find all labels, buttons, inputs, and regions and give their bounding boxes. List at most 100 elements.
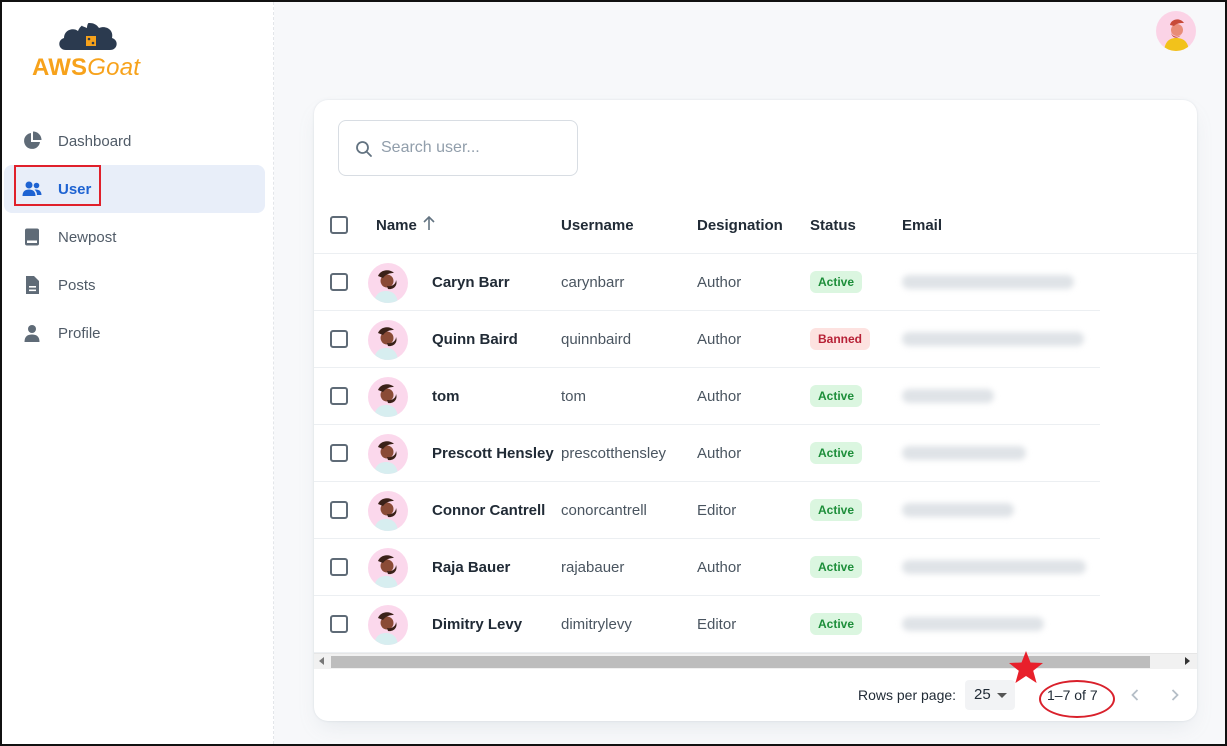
user-avatar <box>368 377 408 417</box>
sidebar-item-label: Dashboard <box>58 132 132 150</box>
avatar-illustration-icon <box>1164 19 1189 51</box>
account-avatar[interactable] <box>1156 11 1196 51</box>
user-avatar-illustration-icon <box>374 612 398 645</box>
search-input[interactable] <box>381 131 571 165</box>
users-icon <box>22 181 42 196</box>
sidebar-item-user[interactable]: User <box>4 165 265 213</box>
sort-ascending-icon[interactable] <box>422 215 436 231</box>
row-checkbox[interactable] <box>330 501 348 519</box>
table-row[interactable]: Caryn Barr carynbarr Author Active <box>314 254 1100 311</box>
rows-per-page-value: 25 <box>974 686 991 703</box>
row-checkbox[interactable] <box>330 615 348 633</box>
user-avatar <box>368 548 408 588</box>
status-badge: Active <box>810 442 863 464</box>
user-designation: Author <box>697 445 742 462</box>
user-avatar-illustration-icon <box>374 270 398 303</box>
table-row[interactable]: Quinn Baird quinnbaird Author Banned <box>314 311 1100 368</box>
column-header-status[interactable]: Status <box>810 217 856 234</box>
next-page-button[interactable] <box>1163 683 1187 707</box>
goat-cloud-icon <box>59 18 117 50</box>
user-username: conorcantrell <box>561 502 647 519</box>
sidebar: AWSGoat Dashboard User Newpost <box>2 2 274 744</box>
table-row[interactable]: tom tom Author Active <box>314 368 1100 425</box>
table-pagination: Rows per page: 25 1–7 of 7 <box>314 669 1197 721</box>
column-header-designation[interactable]: Designation <box>697 217 783 234</box>
status-badge: Active <box>810 499 863 521</box>
document-icon <box>26 276 39 294</box>
user-name: Prescott Hensley <box>432 445 554 462</box>
column-header-username[interactable]: Username <box>561 217 634 234</box>
users-card: Name Username Designation Status Email C… <box>314 100 1197 721</box>
row-checkbox[interactable] <box>330 273 348 291</box>
user-email-redacted <box>902 560 1086 574</box>
sidebar-item-profile[interactable]: Profile <box>4 309 265 357</box>
scrollbar-thumb[interactable] <box>331 656 1150 668</box>
sidebar-item-label: Posts <box>58 276 96 294</box>
status-badge: Banned <box>810 328 871 350</box>
user-designation: Author <box>697 559 742 576</box>
user-username: dimitrylevy <box>561 616 632 633</box>
user-name: tom <box>432 388 460 405</box>
sidebar-item-dashboard[interactable]: Dashboard <box>4 117 265 165</box>
previous-page-button[interactable] <box>1123 683 1147 707</box>
table-row[interactable]: Connor Cantrell conorcantrell Editor Active <box>314 482 1100 539</box>
column-header-email[interactable]: Email <box>902 217 943 234</box>
user-email-redacted <box>902 389 994 403</box>
user-designation: Author <box>697 331 742 348</box>
user-username: prescotthensley <box>561 445 667 462</box>
status-badge: Active <box>810 613 863 635</box>
user-email-redacted <box>902 503 1014 517</box>
column-header-name[interactable]: Name <box>376 217 417 234</box>
user-avatar <box>368 491 408 531</box>
scroll-right-icon[interactable] <box>1185 657 1190 665</box>
status-badge: Active <box>810 271 863 293</box>
user-username: quinnbaird <box>561 331 632 348</box>
table-row[interactable]: Dimitry Levy dimitrylevy Editor Active <box>314 596 1100 653</box>
logo-text-aws: AWS <box>32 54 88 81</box>
person-icon <box>24 325 40 342</box>
user-designation: Author <box>697 388 742 405</box>
user-email-redacted <box>902 275 1074 289</box>
user-email-redacted <box>902 332 1084 346</box>
caret-down-icon <box>997 693 1007 698</box>
chevron-left-icon <box>1131 689 1139 701</box>
user-email-redacted <box>902 446 1026 460</box>
sidebar-item-newpost[interactable]: Newpost <box>4 213 265 261</box>
user-avatar <box>368 263 408 303</box>
status-badge: Active <box>810 385 863 407</box>
row-checkbox[interactable] <box>330 444 348 462</box>
chevron-right-icon <box>1171 689 1179 701</box>
user-avatar-illustration-icon <box>374 327 398 360</box>
table-row[interactable]: Prescott Hensley prescotthensley Author Act… <box>314 425 1100 482</box>
search-box <box>338 120 578 176</box>
sidebar-item-label: Profile <box>58 324 101 342</box>
user-name: Caryn Barr <box>432 274 510 291</box>
user-avatar <box>368 434 408 474</box>
row-checkbox[interactable] <box>330 387 348 405</box>
rows-per-page-label: Rows per page: <box>858 687 957 703</box>
horizontal-scrollbar[interactable] <box>314 653 1197 669</box>
user-avatar-illustration-icon <box>374 498 398 531</box>
status-badge: Active <box>810 556 863 578</box>
sidebar-item-label: Newpost <box>58 228 117 246</box>
user-designation: Editor <box>697 502 737 519</box>
app-logo[interactable]: AWSGoat <box>32 16 152 81</box>
user-name: Dimitry Levy <box>432 616 523 633</box>
pagination-range: 1–7 of 7 <box>1047 687 1098 703</box>
rows-per-page-select[interactable]: 25 <box>965 680 1015 710</box>
sidebar-item-posts[interactable]: Posts <box>4 261 265 309</box>
sidebar-item-label: User <box>58 180 92 198</box>
user-avatar-illustration-icon <box>374 384 398 417</box>
user-designation: Editor <box>697 616 737 633</box>
scroll-left-icon[interactable] <box>319 657 324 665</box>
row-checkbox[interactable] <box>330 330 348 348</box>
user-avatar <box>368 605 408 645</box>
table-row[interactable]: Raja Bauer rajabauer Author Active <box>314 539 1100 596</box>
select-all-checkbox[interactable] <box>330 216 348 234</box>
logo-text-goat: Goat <box>87 54 141 81</box>
user-avatar <box>368 320 408 360</box>
user-username: tom <box>561 388 587 405</box>
user-username: rajabauer <box>561 559 625 576</box>
pie-chart-icon <box>24 131 42 149</box>
row-checkbox[interactable] <box>330 558 348 576</box>
